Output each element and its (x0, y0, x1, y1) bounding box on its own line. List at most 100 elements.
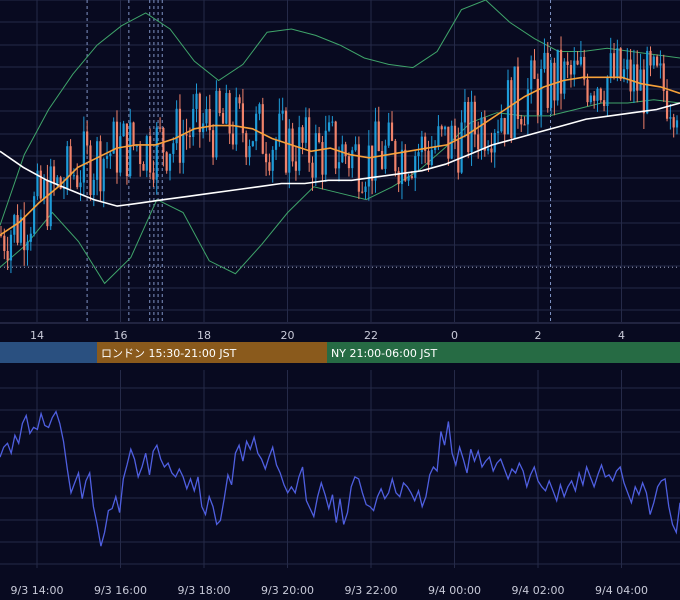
candle-body[interactable] (410, 176, 414, 178)
candle-body[interactable] (566, 61, 569, 65)
candle-body[interactable] (516, 66, 520, 119)
candle-body[interactable] (294, 161, 298, 171)
candle-body[interactable] (82, 131, 85, 183)
candle-body[interactable] (155, 127, 158, 180)
candle-body[interactable] (314, 133, 317, 178)
candle-body[interactable] (62, 187, 66, 189)
candle-body[interactable] (125, 123, 129, 177)
candle-body[interactable] (470, 101, 473, 152)
candle-body[interactable] (622, 69, 626, 80)
candle-body[interactable] (115, 121, 119, 173)
candle-body[interactable] (569, 64, 573, 75)
candle-body[interactable] (215, 90, 218, 158)
candle-body[interactable] (192, 108, 195, 137)
candle-body[interactable] (430, 149, 433, 166)
candle-body[interactable] (347, 156, 351, 169)
candle-body[interactable] (274, 140, 278, 150)
candle-body[interactable] (503, 118, 506, 135)
candle-body[interactable] (29, 233, 32, 242)
candle-body[interactable] (109, 153, 112, 157)
candle-body[interactable] (460, 122, 463, 173)
candle-body[interactable] (145, 136, 148, 171)
candle-body[interactable] (135, 145, 138, 147)
candle-body[interactable] (646, 50, 649, 114)
candle-body[interactable] (510, 80, 513, 139)
candle-body[interactable] (443, 126, 447, 130)
candle-body[interactable] (0, 235, 3, 237)
candle-body[interactable] (208, 108, 211, 131)
candle-body[interactable] (384, 145, 387, 169)
candle-body[interactable] (639, 69, 642, 91)
candle-body[interactable] (579, 56, 583, 65)
candle-body[interactable] (351, 150, 354, 169)
candle-body[interactable] (440, 126, 443, 130)
candle-body[interactable] (284, 110, 288, 173)
candle-body[interactable] (364, 186, 367, 192)
candle-body[interactable] (394, 140, 397, 172)
candle-body[interactable] (119, 136, 122, 173)
candle-body[interactable] (241, 103, 245, 134)
candle-body[interactable] (669, 117, 672, 119)
candle-body[interactable] (493, 132, 496, 153)
candle-body[interactable] (6, 250, 9, 261)
candle-body[interactable] (656, 56, 659, 66)
candle-body[interactable] (99, 141, 102, 192)
candle-body[interactable] (563, 61, 566, 94)
candle-body[interactable] (665, 90, 669, 119)
candle-body[interactable] (496, 131, 500, 133)
candle-body[interactable] (264, 153, 268, 163)
candle-body[interactable] (387, 122, 390, 146)
candle-body[interactable] (530, 60, 533, 90)
candle-body[interactable] (172, 143, 175, 154)
candle-body[interactable] (433, 146, 437, 150)
candle-body[interactable] (66, 146, 69, 188)
candle-body[interactable] (659, 63, 662, 66)
candle-body[interactable] (427, 150, 430, 166)
candle-body[interactable] (69, 146, 72, 176)
candle-body[interactable] (546, 52, 549, 108)
candle-body[interactable] (526, 89, 529, 125)
candle-body[interactable] (523, 124, 526, 126)
candle-body[interactable] (198, 93, 201, 133)
candle-body[interactable] (361, 191, 364, 193)
candle-body[interactable] (139, 145, 142, 165)
candle-body[interactable] (483, 117, 486, 151)
candle-body[interactable] (321, 142, 324, 175)
candle-body[interactable] (626, 59, 629, 70)
candle-body[interactable] (559, 49, 563, 94)
candle-body[interactable] (407, 176, 410, 181)
candle-body[interactable] (129, 122, 132, 177)
candle-body[interactable] (59, 177, 62, 189)
candle-body[interactable] (19, 217, 22, 243)
candle-body[interactable] (211, 130, 215, 158)
candle-body[interactable] (420, 136, 423, 153)
candle-body[interactable] (105, 156, 109, 159)
candle-body[interactable] (218, 90, 221, 114)
candle-body[interactable] (324, 130, 327, 175)
candle-body[interactable] (92, 179, 95, 196)
candle-body[interactable] (649, 50, 652, 66)
candle-body[interactable] (76, 175, 79, 188)
candle-body[interactable] (586, 79, 589, 103)
candle-body[interactable] (152, 172, 155, 180)
candle-body[interactable] (583, 56, 586, 80)
candle-body[interactable] (354, 144, 357, 151)
candle-body[interactable] (437, 126, 440, 147)
candle-body[interactable] (251, 141, 254, 147)
candle-body[interactable] (675, 120, 679, 128)
candle-body[interactable] (39, 170, 42, 199)
candle-body[interactable] (662, 63, 665, 91)
candle-body[interactable] (367, 145, 370, 187)
candle-body[interactable] (404, 149, 407, 181)
candle-body[interactable] (245, 133, 248, 158)
candle-body[interactable] (165, 152, 168, 171)
candle-body[interactable] (672, 117, 675, 128)
candle-body[interactable] (46, 179, 49, 227)
candle-body[interactable] (225, 93, 228, 124)
candle-body[interactable] (536, 78, 539, 116)
candle-body[interactable] (235, 97, 238, 145)
candle-body[interactable] (9, 234, 13, 261)
candle-body[interactable] (298, 127, 301, 171)
candle-body[interactable] (642, 69, 645, 114)
candle-body[interactable] (318, 133, 321, 143)
